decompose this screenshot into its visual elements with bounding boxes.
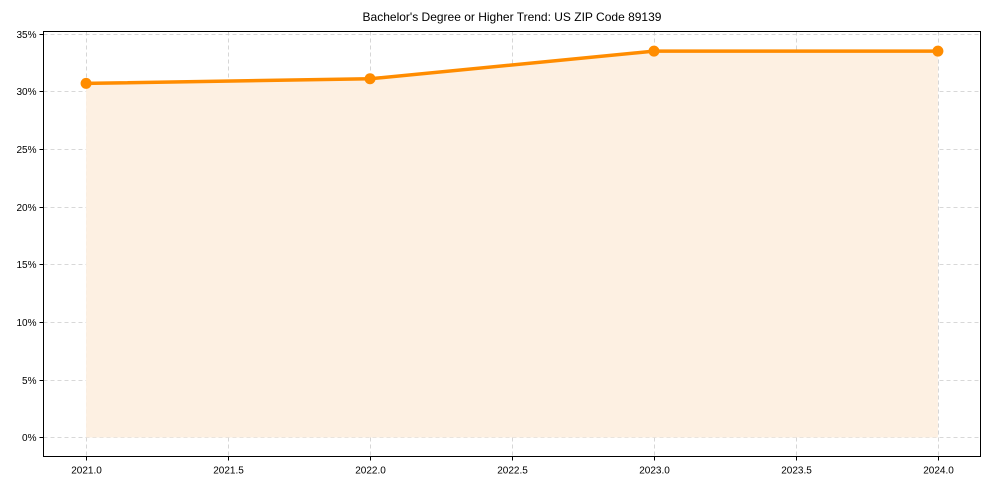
x-tick-label: 2023.0	[639, 466, 670, 477]
y-tick-label: 15%	[16, 260, 36, 271]
data-point	[648, 45, 660, 57]
y-tick-label: 30%	[16, 87, 36, 98]
chart-title: Bachelor's Degree or Higher Trend: US ZI…	[363, 10, 662, 24]
x-tick-label: 2022.0	[355, 466, 386, 477]
x-axis-ticks: 2021.0 2021.5 2022.0 2022.5 2023.0 2023.5 2024…	[71, 456, 954, 477]
data-line	[84, 49, 940, 86]
area-fill	[86, 51, 938, 438]
y-tick-label: 25%	[16, 145, 36, 156]
x-tick-label: 2022.5	[497, 466, 528, 477]
y-tick-label: 20%	[16, 203, 36, 214]
x-tick-label: 2023.5	[781, 466, 812, 477]
x-tick-label: 2024.0	[923, 466, 954, 477]
data-point	[80, 77, 92, 89]
data-point	[364, 73, 376, 85]
x-tick-label: 2021.5	[213, 466, 244, 477]
y-tick-label: 5%	[22, 376, 37, 387]
y-tick-label: 35%	[16, 30, 36, 41]
y-tick-label: 10%	[16, 318, 36, 329]
data-point	[932, 45, 944, 57]
y-axis-ticks: 0% 5% 10% 15% 20% 25% 30% 35%	[16, 30, 44, 444]
x-tick-label: 2021.0	[71, 466, 102, 477]
data-points	[80, 45, 944, 89]
y-tick-label: 0%	[22, 433, 37, 444]
